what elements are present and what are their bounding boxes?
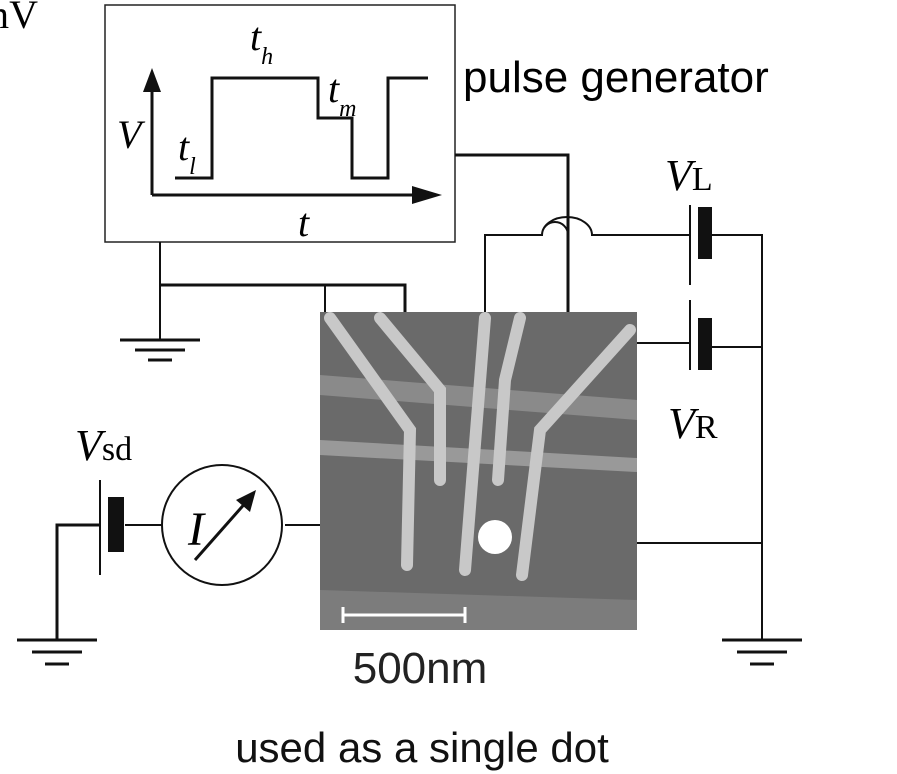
ammeter: [162, 465, 282, 585]
battery: [698, 318, 712, 370]
diagram: mV V t th tm tl pulse generator VL VR I …: [0, 0, 897, 774]
label: pulse generator: [463, 53, 769, 102]
pulse-box: [105, 5, 455, 242]
caption: used as a single dot: [235, 724, 609, 771]
gate-label: VL: [665, 151, 713, 200]
battery: [108, 497, 124, 552]
wire: [455, 155, 568, 312]
sem-image: [320, 312, 637, 630]
meter-label: I: [187, 503, 206, 556]
wire: [57, 525, 100, 640]
wire: [160, 285, 405, 312]
battery: [698, 207, 712, 259]
gate-label: VR: [668, 399, 718, 448]
source-label: Vsd: [75, 421, 132, 470]
wire: [712, 235, 762, 640]
fragment-label: mV: [0, 0, 38, 37]
scale-label: 500nm: [353, 644, 488, 693]
axis-label: t: [298, 200, 310, 245]
wire: [485, 217, 690, 312]
